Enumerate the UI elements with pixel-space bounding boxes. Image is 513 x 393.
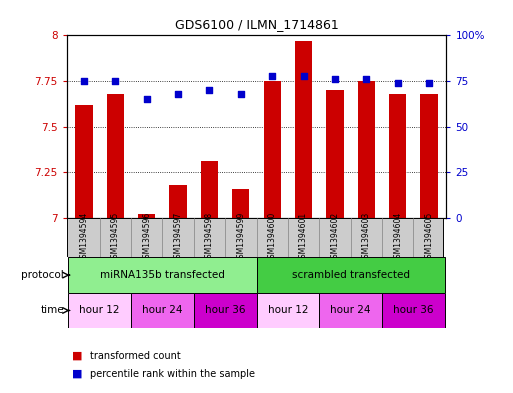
Bar (256, 293, 319, 328)
Text: GSM1394599: GSM1394599 (236, 212, 245, 263)
Text: GSM1394605: GSM1394605 (425, 212, 433, 263)
Text: GSM1394601: GSM1394601 (299, 212, 308, 263)
Bar (138, 215, 155, 218)
Bar (131, 293, 194, 328)
Bar (326, 90, 344, 218)
Bar (107, 94, 124, 218)
Bar (295, 41, 312, 218)
Text: hour 24: hour 24 (330, 305, 371, 316)
Point (425, 80, 433, 86)
Text: ■: ■ (72, 369, 82, 379)
Text: hour 24: hour 24 (142, 305, 183, 316)
Bar (232, 189, 249, 218)
Text: GSM1394595: GSM1394595 (111, 212, 120, 263)
Bar (201, 162, 218, 218)
Text: time: time (41, 305, 64, 316)
Text: GSM1394600: GSM1394600 (268, 212, 277, 263)
Text: ■: ■ (72, 351, 82, 361)
Bar (421, 94, 438, 218)
Text: hour 36: hour 36 (393, 305, 433, 316)
Bar (68, 293, 131, 328)
Point (236, 91, 245, 97)
Title: GDS6100 / ILMN_1714861: GDS6100 / ILMN_1714861 (174, 18, 339, 31)
Point (300, 72, 308, 79)
Bar (389, 94, 406, 218)
Text: miRNA135b transfected: miRNA135b transfected (100, 270, 225, 280)
Point (393, 80, 402, 86)
Point (268, 72, 277, 79)
Point (143, 96, 151, 103)
Bar (75, 105, 92, 218)
Point (174, 91, 182, 97)
Point (80, 78, 88, 84)
Bar (264, 81, 281, 218)
Text: GSM1394597: GSM1394597 (173, 212, 183, 263)
Text: transformed count: transformed count (90, 351, 181, 361)
Point (331, 76, 339, 83)
Bar (256, 257, 445, 293)
Bar (382, 293, 445, 328)
Bar (68, 257, 256, 293)
Point (362, 76, 370, 83)
Text: GSM1394594: GSM1394594 (80, 212, 88, 263)
Text: GSM1394596: GSM1394596 (142, 212, 151, 263)
Bar (169, 185, 187, 218)
Text: hour 36: hour 36 (205, 305, 245, 316)
Bar (194, 293, 256, 328)
Text: GSM1394604: GSM1394604 (393, 212, 402, 263)
Text: hour 12: hour 12 (80, 305, 120, 316)
Text: GSM1394603: GSM1394603 (362, 212, 371, 263)
Text: protocol: protocol (22, 270, 64, 280)
Point (205, 87, 213, 94)
Text: percentile rank within the sample: percentile rank within the sample (90, 369, 255, 379)
Point (111, 78, 120, 84)
Text: scrambled transfected: scrambled transfected (291, 270, 409, 280)
Bar (358, 81, 375, 218)
Text: GSM1394598: GSM1394598 (205, 212, 214, 263)
Bar (319, 293, 382, 328)
Text: hour 12: hour 12 (268, 305, 308, 316)
Text: GSM1394602: GSM1394602 (330, 212, 340, 263)
